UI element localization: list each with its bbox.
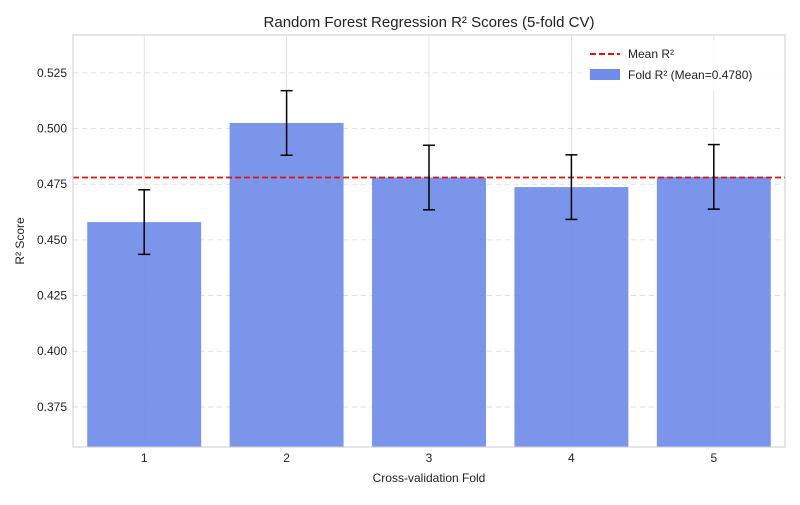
error-bar [423,144,435,211]
x-tick-label: 4 [568,451,575,465]
error-bar [280,89,293,157]
error-bar [707,143,720,210]
x-tick-label: 3 [426,451,433,465]
y-tick-label: 0.400 [37,344,67,358]
bar [87,222,202,447]
y-tick-labels: 0.375 0.400 0.425 0.450 0.475 0.500 0.525 [37,66,67,414]
bar [372,177,486,447]
y-tick-label: 0.450 [37,233,67,247]
y-tick-label: 0.525 [37,66,67,80]
bars-layer [87,122,771,448]
chart-title: Random Forest Regression R² Scores (5-fo… [264,14,595,31]
x-tick-labels: 1 2 3 4 5 [141,451,718,465]
error-bar [138,189,151,256]
x-tick-label: 5 [710,451,717,465]
bar [229,122,344,448]
legend-box [582,40,780,90]
error-bar [565,154,578,221]
bar [656,176,771,447]
error-bars-layer [138,89,720,256]
x-tick-label: 1 [141,451,148,465]
plot-frame [72,34,786,448]
x-tick-label: 2 [283,451,290,465]
x-axis-label: Cross-validation Fold [373,471,486,485]
y-tick-label: 0.425 [37,289,67,303]
y-tick-label: 0.375 [37,400,67,414]
bar [514,187,629,447]
y-axis-label: R² Score [13,217,27,265]
legend-mean-label: Mean R² [628,47,674,61]
legend: Mean R² Fold R² (Mean=0.4780) [582,40,780,90]
legend-bar-swatch [590,69,620,80]
y-tick-label: 0.500 [37,122,67,136]
y-tick-label: 0.475 [37,177,67,191]
legend-bar-label: Fold R² (Mean=0.4780) [628,68,752,82]
